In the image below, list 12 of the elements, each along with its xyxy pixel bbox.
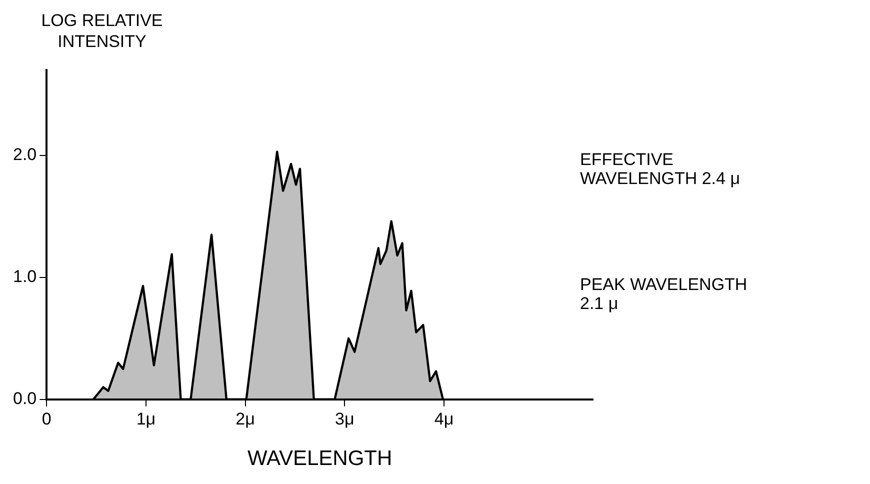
annotation: EFFECTIVE WAVELENGTH 2.4 μ — [580, 150, 741, 188]
y-tick-label: 0.0 — [12, 389, 37, 408]
x-tick-label: 1μ — [136, 409, 156, 428]
x-axis-title: WAVELENGTH — [247, 447, 392, 470]
y-tick-label: 1.0 — [12, 267, 37, 286]
y-tick-label: 2.0 — [12, 145, 37, 164]
x-tick-label: 2μ — [236, 409, 255, 428]
y-axis-title: LOG RELATIVE INTENSITY — [40, 10, 164, 52]
x-tick-label: 3μ — [335, 409, 354, 428]
x-tick-label: 0 — [42, 409, 52, 428]
annotation: PEAK WAVELENGTH 2.1 μ — [580, 275, 748, 313]
x-tick-label: 4μ — [434, 409, 454, 428]
